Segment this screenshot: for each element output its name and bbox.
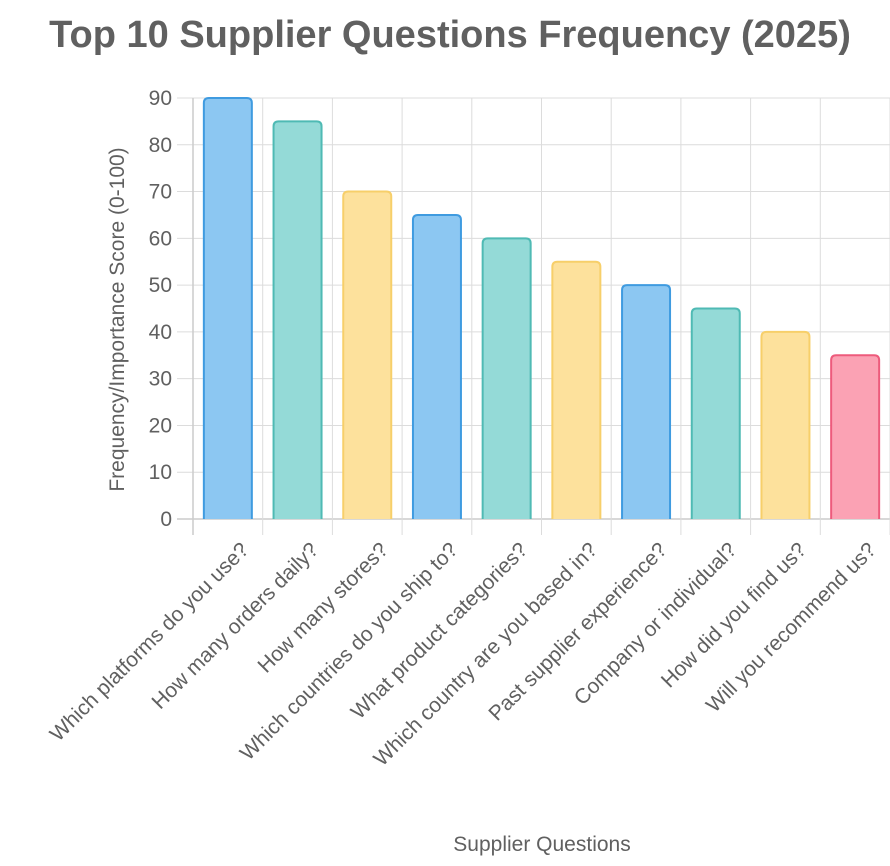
y-axis-title: Frequency/Importance Score (0-100) (106, 147, 129, 491)
bar (621, 284, 672, 519)
y-axis-ticks: 0 10 20 30 40 50 60 70 80 90 (149, 87, 172, 531)
y-tick-label: 70 (149, 181, 172, 204)
bar (690, 307, 741, 519)
y-tick-label: 90 (149, 87, 172, 110)
bar (411, 213, 462, 519)
bar (760, 330, 811, 519)
bar (481, 237, 532, 519)
y-tick-label: 80 (149, 134, 172, 157)
y-tick-label: 10 (149, 461, 172, 484)
y-tick-label: 50 (149, 274, 172, 297)
y-tick-label: 20 (149, 414, 172, 437)
chart-title: Top 10 Supplier Questions Frequency (202… (49, 14, 851, 56)
y-tick-label: 30 (149, 368, 172, 391)
x-axis-title: Supplier Questions (453, 833, 630, 856)
bar (202, 97, 253, 519)
x-axis-ticks: Which platforms do you use?How many orde… (46, 538, 881, 771)
bar (551, 260, 602, 519)
y-tick-label: 60 (149, 227, 172, 250)
y-tick-label: 40 (149, 321, 172, 344)
bar (342, 190, 393, 519)
y-tick-label: 0 (160, 508, 172, 531)
x-tick-label: How many stores? (254, 538, 393, 677)
bar (272, 120, 323, 519)
bars (202, 97, 881, 519)
bar (830, 354, 881, 519)
